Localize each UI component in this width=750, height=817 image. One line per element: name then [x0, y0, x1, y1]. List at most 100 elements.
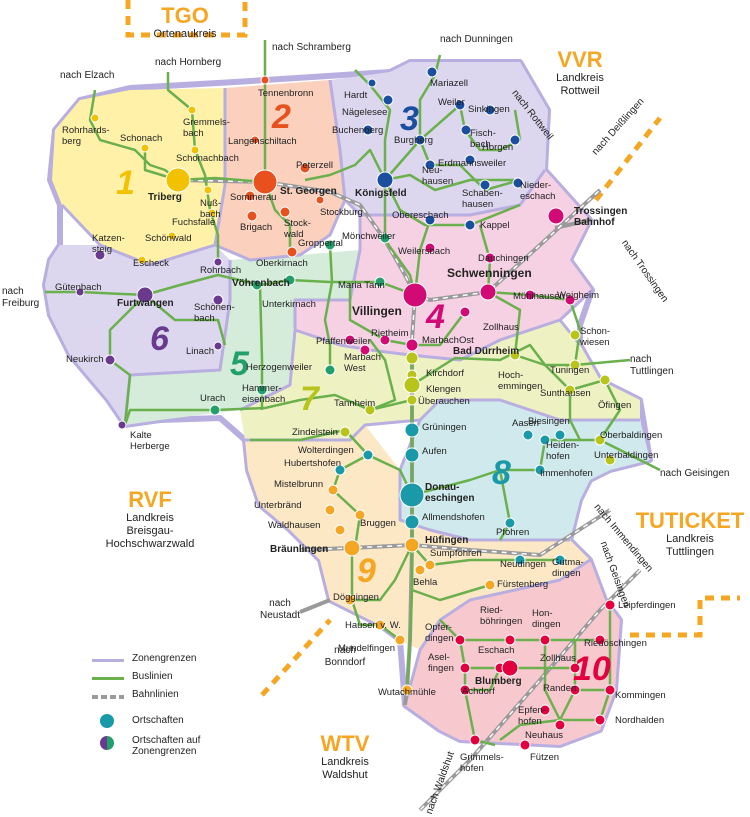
place-label-111: Randen	[543, 683, 577, 694]
stop-89	[354, 509, 366, 521]
place-label-5: Nuß- bach	[200, 198, 222, 220]
place-label-89: Bruggen	[360, 518, 396, 529]
place-label-64: Hammer- eisenbach	[242, 383, 286, 405]
stop-59	[405, 338, 419, 352]
place-label-34: Obereschach	[392, 210, 449, 221]
place-label-42: Vöhrenbach	[232, 278, 290, 289]
stop-42	[251, 279, 263, 291]
place-label-71: Kalte Herberge	[130, 430, 170, 452]
legend-places-border: Ortschaften auf Zonengrenzen	[92, 734, 262, 764]
place-label-95: Behla	[413, 577, 438, 588]
stop-54	[379, 334, 391, 346]
stop-23	[454, 99, 466, 111]
place-label-44: Schönen- bach	[194, 302, 235, 324]
place-label-20: Hardt	[344, 90, 368, 101]
place-label-16: Stock- wald	[284, 218, 311, 240]
place-label-9: Escheck	[133, 258, 169, 269]
stop-101	[539, 634, 551, 646]
association-tuticket-title: TUTICKET	[635, 508, 745, 533]
direction-geisingen: nach Geisingen	[660, 468, 730, 479]
legend-places: Ortschaften	[92, 712, 262, 734]
zone-7-area	[240, 320, 640, 440]
association-rvf: RVF Landkreis Breisgau- Hochschwarzwald	[85, 488, 215, 551]
stop-2	[187, 105, 197, 115]
place-label-48: Mühlhausen	[513, 291, 565, 302]
stop-33	[512, 177, 524, 189]
stop-45	[284, 274, 296, 286]
place-label-62: Hoch- emmingen	[498, 370, 543, 392]
place-label-15: Brigach	[240, 222, 273, 233]
stop-18	[324, 239, 336, 251]
place-label-46: Maria Tann	[338, 280, 385, 291]
stop-17	[315, 195, 325, 205]
stop-27	[509, 134, 521, 146]
direction-dunningen: nach Dunningen	[440, 34, 513, 45]
place-label-108: Blumberg	[475, 676, 522, 687]
zone-number-5: 5	[230, 345, 249, 383]
place-label-113: Epfen- hofen	[518, 705, 546, 727]
zone-number-4: 4	[426, 298, 445, 336]
place-label-86: Allmendshofen	[422, 512, 485, 523]
association-tgo-sub: Ortenaukreis	[153, 28, 217, 40]
place-label-98: Leipferdingen	[618, 600, 676, 611]
stop-93	[514, 554, 526, 566]
direction-tuttlingen: nach Tuttlingen	[630, 354, 674, 377]
place-label-51: Neukirch	[66, 354, 104, 365]
place-label-7: Schönwald	[145, 233, 192, 244]
place-label-115: Neuhaus	[525, 730, 564, 741]
stop-62	[509, 349, 521, 361]
zone-9-area	[245, 425, 590, 650]
place-label-43: Furtwangen	[117, 298, 174, 309]
place-label-40: Gütenbach	[55, 282, 102, 293]
stop-47	[479, 283, 497, 301]
place-label-76: Oberbaldingen	[600, 430, 663, 441]
legend-bus-lines-swatch	[92, 677, 124, 680]
place-label-19: Oberkirnach	[256, 258, 308, 269]
place-label-58: Marbach West	[344, 352, 381, 374]
zone-number-10: 10	[573, 650, 611, 688]
place-label-29: Erdmannsweiler	[438, 158, 507, 169]
place-label-54: Rietheim	[371, 328, 409, 339]
place-label-27: Horgen	[482, 142, 514, 153]
stop-95	[414, 564, 426, 576]
place-label-100: Ried- böhringen	[480, 605, 523, 627]
stop-72	[339, 426, 351, 438]
stop-94	[554, 554, 566, 566]
stop-68	[364, 404, 376, 416]
stop-19	[286, 246, 298, 258]
stop-91	[343, 539, 361, 557]
stop-109	[401, 684, 413, 696]
stop-44	[212, 294, 224, 306]
direction-bonndorf: nach Bonndorf	[324, 645, 366, 668]
stop-26	[460, 124, 472, 136]
stop-37	[424, 242, 436, 254]
stop-9	[137, 255, 147, 265]
place-label-56: Schon- wiesen	[580, 326, 611, 348]
stop-15	[246, 210, 258, 222]
stop-52	[213, 341, 223, 351]
legend-places-border-label: Ortschaften auf Zonengrenzen	[132, 735, 201, 757]
stop-77	[362, 449, 374, 461]
stop-66	[564, 384, 576, 396]
place-label-94: Gutma- dingen	[552, 557, 584, 579]
legend-places-border-dot	[100, 736, 114, 750]
stop-31	[424, 159, 436, 171]
place-label-87: Pfohren	[496, 527, 530, 538]
association-tgo: TGO Ortenaukreis	[135, 4, 235, 41]
place-label-77: Wolterdingen	[298, 445, 354, 456]
stop-83	[327, 484, 339, 496]
stop-21	[426, 66, 438, 78]
place-label-107: Asel- fingen	[428, 652, 454, 674]
place-label-59: MarbachOst	[422, 335, 474, 346]
place-label-101: Hon- dingen	[532, 608, 561, 630]
stop-11	[250, 135, 260, 145]
legend-rail-lines-label: Bahnlinien	[132, 689, 179, 700]
place-label-32: Schaben- hausen	[462, 188, 503, 210]
zone-6-area	[45, 245, 230, 425]
zone-5-area	[125, 250, 360, 425]
stop-98	[604, 599, 616, 611]
place-label-57: Herzogenweiler	[246, 362, 313, 373]
legend-places-dot	[100, 714, 114, 728]
place-label-24: Sinkingen	[468, 104, 510, 115]
